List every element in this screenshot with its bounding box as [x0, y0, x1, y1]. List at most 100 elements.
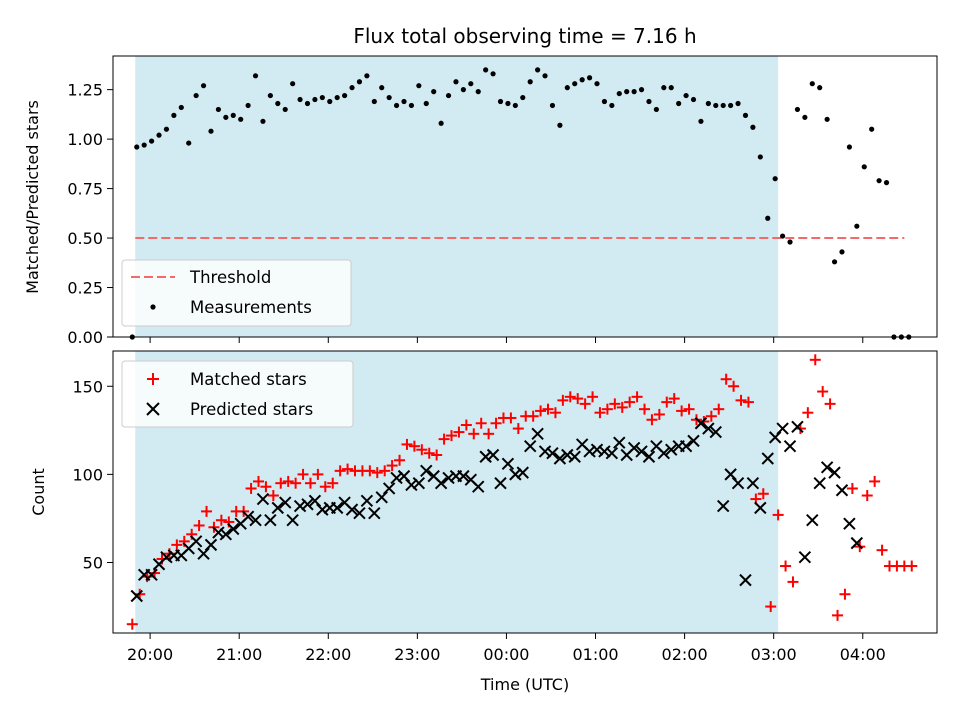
measurement-point	[549, 102, 556, 109]
predicted-star-point	[828, 466, 841, 479]
predicted-star-point	[345, 503, 359, 516]
measurement-point	[564, 85, 570, 91]
matched-star-point	[304, 477, 316, 489]
measurement-point	[431, 89, 437, 95]
measurement-point	[408, 102, 415, 109]
legend-measurements-label: Measurements	[190, 298, 312, 317]
measurement-point	[839, 249, 845, 255]
predicted-star-point	[820, 461, 834, 474]
top-y-tick-label: 0.25	[67, 279, 103, 298]
top-y-tick-label: 0.00	[67, 328, 103, 347]
measurement-point	[586, 75, 593, 81]
measurement-point	[742, 112, 749, 118]
chart-title: Flux total observing time = 7.16 h	[353, 24, 696, 48]
predicted-star-point	[472, 480, 485, 493]
matched-star-point	[832, 609, 844, 621]
measurement-point	[638, 87, 645, 93]
measurement-point	[393, 102, 400, 109]
predicted-star-point	[613, 436, 626, 449]
matched-star-point	[861, 490, 873, 502]
measurement-point	[371, 98, 377, 105]
bottom-y-tick-label: 150	[72, 377, 103, 396]
matched-star-point	[809, 354, 821, 366]
predicted-star-point	[694, 417, 708, 430]
matched-star-point	[342, 463, 354, 475]
measurement-point	[453, 79, 459, 85]
x-axis-label: Time (UTC)	[480, 675, 569, 694]
predicted-stars-points	[130, 417, 864, 603]
measurement-point	[713, 102, 719, 109]
predicted-star-point	[813, 476, 826, 490]
predicted-star-point	[501, 457, 515, 471]
measurement-point	[275, 100, 281, 107]
legend-matched-label: Matched stars	[190, 370, 307, 389]
measurement-point	[772, 176, 778, 182]
predicted-star-point	[420, 464, 433, 478]
measurement-point	[883, 180, 890, 186]
top-legend: Threshold Measurements	[121, 259, 352, 327]
measurement-point	[661, 85, 667, 91]
matched-star-point	[713, 403, 725, 415]
predicted-star-point	[160, 551, 173, 564]
measurement-point	[171, 112, 177, 118]
measurement-point	[245, 102, 251, 109]
measurement-point	[416, 83, 422, 89]
measurement-point	[319, 94, 325, 101]
matched-star-point	[453, 426, 465, 438]
predicted-star-point	[130, 589, 143, 603]
matched-star-point	[765, 601, 777, 613]
predicted-star-point	[687, 434, 700, 448]
predicted-star-point	[145, 568, 158, 582]
measurement-point	[342, 92, 348, 99]
matched-star-point	[601, 403, 613, 415]
predicted-star-point	[486, 448, 500, 462]
matched-star-point	[327, 477, 339, 489]
predicted-star-point	[791, 420, 804, 433]
predicted-star-point	[442, 471, 455, 485]
matched-star-point	[824, 398, 836, 410]
measurement-point	[252, 73, 259, 79]
measurement-point	[579, 77, 585, 83]
matched-star-point	[394, 454, 406, 466]
matched-star-point	[802, 407, 814, 419]
measurement-point	[861, 164, 867, 170]
top-y-tick-label: 0.75	[67, 180, 103, 199]
predicted-star-point	[635, 445, 648, 458]
matched-star-point	[201, 505, 213, 517]
matched-star-point	[557, 394, 569, 406]
matched-star-point	[282, 475, 294, 487]
predicted-star-point	[390, 471, 403, 485]
predicted-star-point	[523, 439, 537, 453]
top-x-ticks	[149, 337, 864, 343]
measurement-point	[156, 132, 162, 138]
measurement-point	[215, 106, 222, 113]
matched-star-point	[379, 465, 391, 477]
matched-star-point	[668, 393, 680, 405]
predicted-star-point	[806, 513, 819, 527]
matched-star-point	[676, 405, 688, 417]
measurement-point	[260, 118, 266, 124]
matched-star-point	[839, 588, 851, 600]
measurement-point	[327, 98, 333, 105]
measurement-point	[728, 102, 734, 109]
measurement-point	[475, 89, 481, 95]
measurement-point	[705, 100, 711, 107]
bottom-legend: Matched stars Predicted stars	[121, 360, 354, 428]
measurement-point	[765, 215, 771, 221]
predicted-star-point	[546, 447, 559, 460]
measurement-point	[364, 73, 370, 79]
x-tick-label: 21:00	[216, 645, 262, 664]
legend-predicted-swatch	[146, 402, 160, 416]
measurement-point	[297, 96, 303, 103]
matched-star-point	[705, 410, 717, 422]
measurement-point	[134, 144, 140, 150]
predicted-star-point	[746, 476, 760, 490]
measurement-point	[609, 102, 615, 109]
predicted-star-point	[264, 513, 277, 527]
predicted-star-point	[583, 445, 596, 458]
measurement-point	[757, 154, 763, 160]
measurement-point	[750, 124, 756, 130]
matched-star-point	[171, 539, 183, 551]
matched-star-point	[631, 391, 643, 403]
top-y-axis-label: Matched/Predicted stars	[23, 100, 42, 294]
